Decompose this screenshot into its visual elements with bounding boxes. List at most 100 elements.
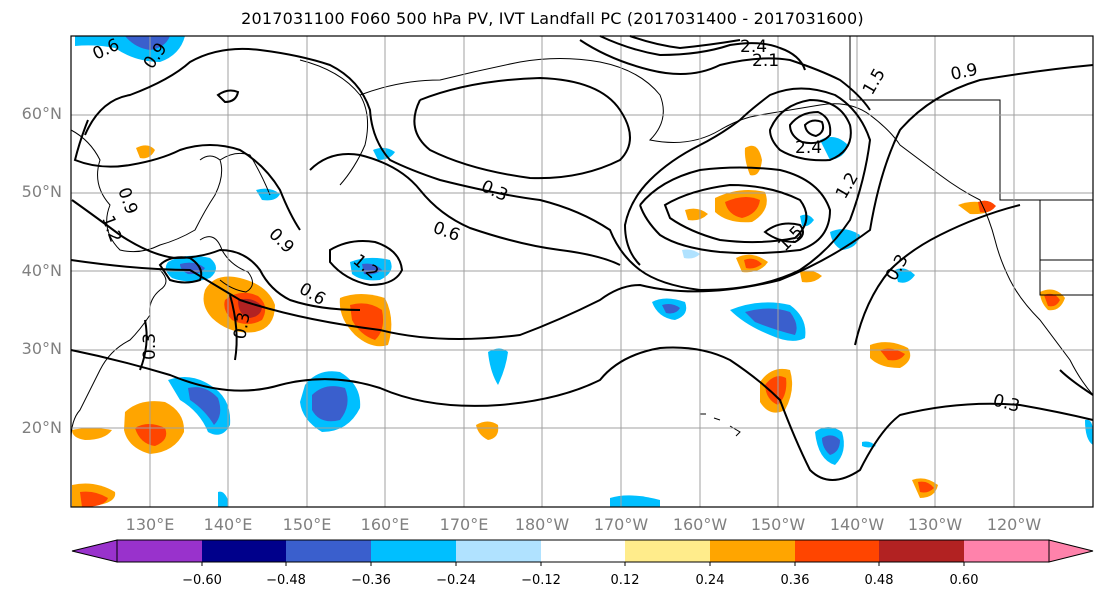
lat-label: 50°N xyxy=(21,182,62,201)
shade-blob xyxy=(125,36,170,50)
shade-blob xyxy=(685,208,708,221)
lon-label: 170°E xyxy=(439,515,489,534)
lon-label: 150°E xyxy=(282,515,332,534)
shade-blob xyxy=(72,428,112,440)
shade-blob xyxy=(238,298,262,318)
contour-label: 2.4 xyxy=(740,37,767,57)
colorbar-segment xyxy=(286,540,371,562)
shade-blob xyxy=(744,258,762,269)
contour-line xyxy=(71,199,361,311)
shade-blob xyxy=(350,303,384,340)
lon-label: 140°E xyxy=(203,515,253,534)
lat-label: 60°N xyxy=(21,104,62,123)
shade-blob xyxy=(362,263,382,275)
coastline xyxy=(299,59,369,186)
lon-label: 150°W xyxy=(750,515,806,534)
coastline xyxy=(199,236,253,293)
contour-line xyxy=(139,294,238,371)
coastline xyxy=(70,129,223,441)
contour-line xyxy=(663,183,808,244)
shade-blob xyxy=(822,435,840,455)
shade-blob xyxy=(765,376,787,405)
contour-line xyxy=(763,222,805,244)
colorbar-tick-label: −0.48 xyxy=(266,573,306,588)
colorbar-segment xyxy=(795,540,879,562)
contour-label: 2.4 xyxy=(795,138,822,158)
map-frame xyxy=(70,35,1094,508)
contour-line xyxy=(768,98,852,162)
lat-label: 30°N xyxy=(21,339,62,358)
shade-blob xyxy=(256,188,280,201)
contour-label: 0.3 xyxy=(140,333,160,360)
colorbar xyxy=(71,539,1094,566)
colorbar-extend-right xyxy=(1048,539,1094,563)
lon-label: 120°W xyxy=(986,515,1042,534)
colorbar-tick-label: 0.24 xyxy=(695,573,725,588)
contour-line xyxy=(854,204,1021,346)
colorbar-segment xyxy=(371,540,456,562)
figure-title: 2017031100 F060 500 hPa PV, IVT Landfall… xyxy=(241,9,864,28)
shade-blob xyxy=(218,491,228,507)
contour-layer xyxy=(70,35,1094,481)
colorbar-segment xyxy=(625,540,710,562)
colorbar-tick-label: 0.12 xyxy=(610,573,640,588)
contour-line xyxy=(788,110,832,145)
colorbar-segment xyxy=(456,540,541,562)
contour-line xyxy=(73,119,301,231)
colorbar-segment xyxy=(964,540,1049,562)
shade-blob xyxy=(312,386,348,422)
shade-blob xyxy=(610,495,660,507)
shade-blob xyxy=(745,308,797,335)
shade-blob xyxy=(1085,419,1093,445)
shade-blob xyxy=(978,200,996,213)
shade-blob xyxy=(188,387,221,425)
contour-line xyxy=(579,39,871,111)
lat-label: 20°N xyxy=(21,418,62,437)
contour-line xyxy=(599,35,806,71)
shade-blob xyxy=(662,304,680,314)
shade-blob xyxy=(725,196,760,218)
shade-blob xyxy=(800,270,822,283)
lon-label: 140°W xyxy=(829,515,885,534)
shade-blob xyxy=(895,268,915,283)
contour-line xyxy=(629,35,741,50)
shade-blob xyxy=(1044,293,1060,307)
colorbar-segment xyxy=(710,540,795,562)
colorbar-segment xyxy=(202,540,286,562)
lon-label: 160°E xyxy=(360,515,410,534)
shade-blob xyxy=(476,421,499,440)
lon-label: 160°W xyxy=(672,515,728,534)
colorbar-segment xyxy=(879,540,964,562)
contour-line xyxy=(216,89,240,104)
contour-line xyxy=(309,153,621,266)
colorbar-tick-label: −0.12 xyxy=(521,573,561,588)
contour-label: 0.3 xyxy=(230,311,254,341)
shade-blob xyxy=(682,249,700,259)
contour-line xyxy=(70,64,1094,340)
contour-line xyxy=(1059,369,1094,396)
colorbar-extend-left xyxy=(71,539,118,563)
colorbar-tick-label: −0.24 xyxy=(436,573,476,588)
colorbar-tick-label: −0.60 xyxy=(182,573,222,588)
lon-label: 170°W xyxy=(593,515,649,534)
lat-label: 40°N xyxy=(21,261,62,280)
shade-blob xyxy=(880,348,905,361)
colorbar-tick-label: 0.60 xyxy=(949,573,979,588)
shade-blob xyxy=(830,229,860,250)
colorbar-segment xyxy=(541,540,625,562)
contour-line xyxy=(803,119,825,138)
colorbar-tick-label: 0.48 xyxy=(864,573,894,588)
contour-line xyxy=(70,346,1094,481)
shade-blob xyxy=(135,424,167,446)
contour-line xyxy=(413,76,631,180)
lon-label: 130°E xyxy=(125,515,175,534)
colorbar-tick-label: 0.36 xyxy=(780,573,810,588)
shade-blob xyxy=(918,481,934,493)
contour-label: 2.1 xyxy=(752,51,779,71)
contour-line xyxy=(84,47,872,292)
coastline xyxy=(219,152,271,196)
lon-label: 180°W xyxy=(514,515,570,534)
lon-label: 130°W xyxy=(907,515,963,534)
gridlines xyxy=(71,36,1093,507)
